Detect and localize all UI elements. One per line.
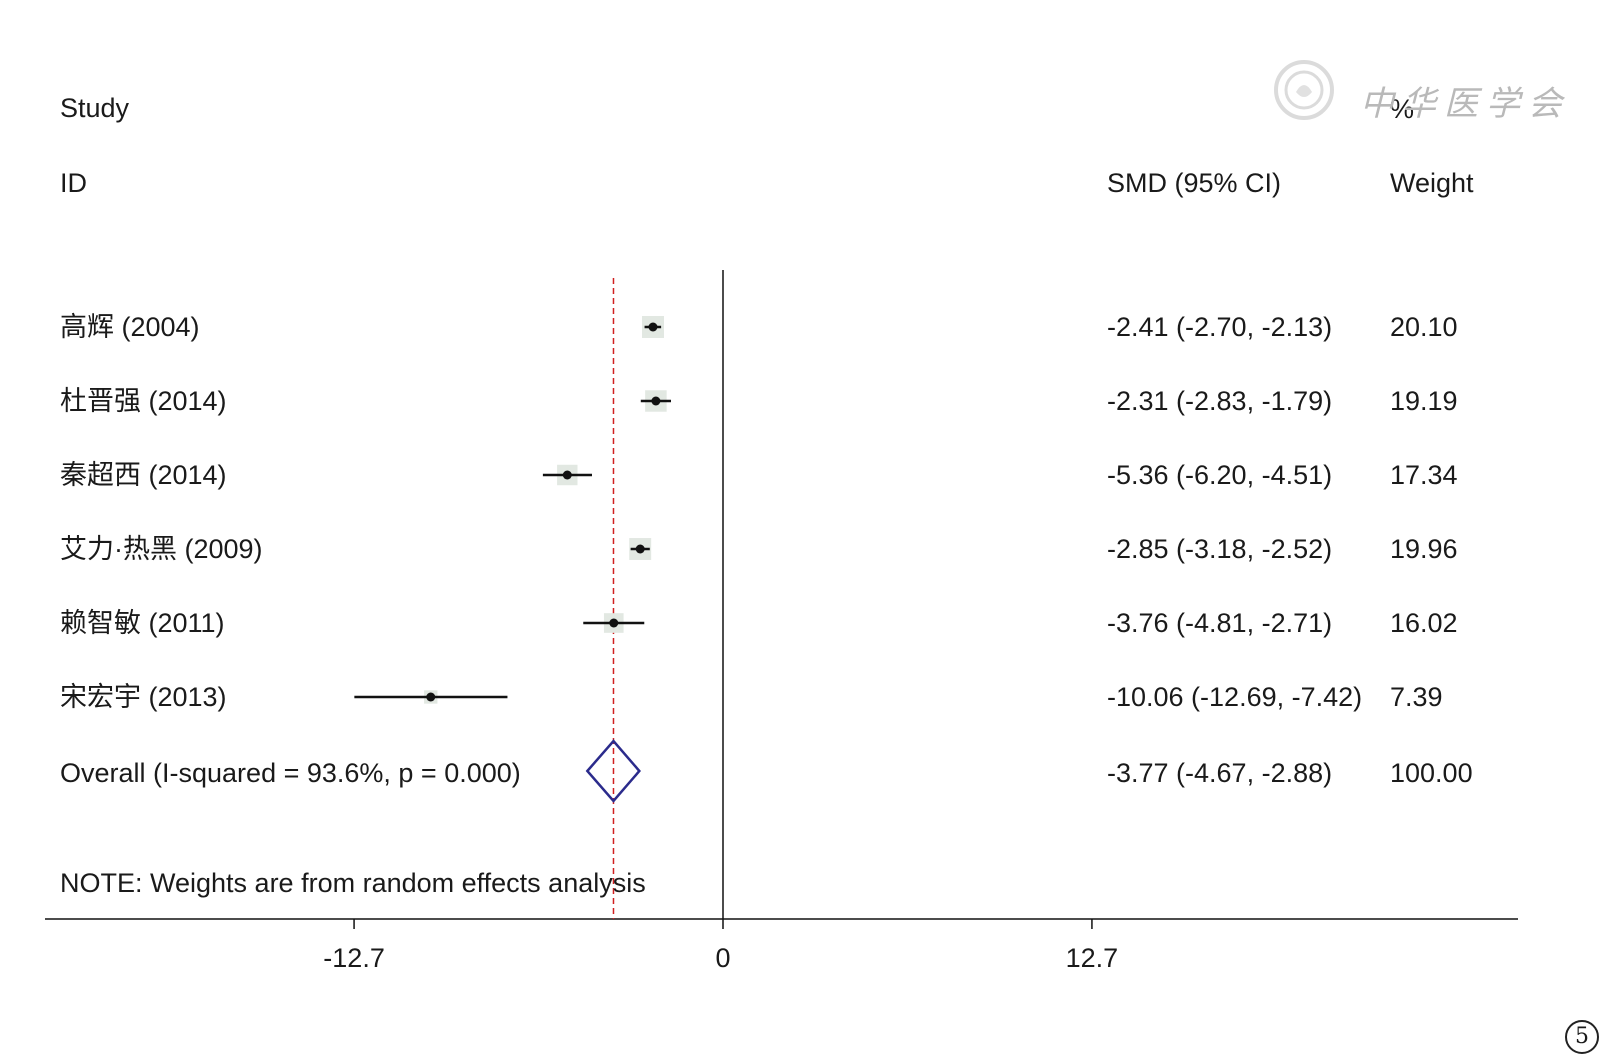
x-tick-label: 0: [715, 943, 731, 973]
overall-smd: -3.77 (-4.67, -2.88): [1107, 758, 1333, 788]
study-label: 艾力·热黑 (2009): [60, 534, 263, 564]
study-label: 赖智敏 (2011): [60, 608, 225, 638]
study-smd: -2.85 (-3.18, -2.52): [1107, 534, 1333, 564]
overall-diamond: [585, 739, 641, 803]
study-smd: -5.36 (-6.20, -4.51): [1107, 460, 1333, 490]
note-text: NOTE: Weights are from random effects an…: [60, 868, 646, 898]
figure-number: 5: [1565, 1020, 1599, 1054]
point-estimate: [648, 322, 658, 332]
x-tick-label: 12.7: [1065, 943, 1119, 973]
x-tick-label: -12.7: [323, 943, 385, 973]
study-label: 高辉 (2004): [60, 312, 200, 342]
watermark-seal-icon: [1274, 60, 1334, 120]
study-label: 秦超西 (2014): [60, 460, 227, 490]
study-smd: -10.06 (-12.69, -7.42): [1107, 682, 1363, 712]
watermark-text: 中华医学会: [1360, 84, 1570, 124]
point-estimate: [635, 544, 645, 554]
header-smd: SMD (95% CI): [1107, 168, 1282, 198]
study-weight: 17.34: [1390, 460, 1458, 490]
study-weight: 7.39: [1390, 682, 1443, 712]
overall-weight: 100.00: [1390, 758, 1473, 788]
study-weight: 19.19: [1390, 386, 1458, 416]
study-weight: 16.02: [1390, 608, 1458, 638]
point-estimate: [651, 396, 661, 406]
header-id: ID: [60, 168, 87, 198]
point-estimate: [609, 618, 619, 628]
study-label: 杜晋强 (2014): [60, 386, 227, 416]
study-smd: -3.76 (-4.81, -2.71): [1107, 608, 1333, 638]
overall-label: Overall (I-squared = 93.6%, p = 0.000): [60, 758, 521, 788]
study-smd: -2.31 (-2.83, -1.79): [1107, 386, 1333, 416]
study-weight: 19.96: [1390, 534, 1458, 564]
study-label: 宋宏宇 (2013): [60, 682, 227, 712]
header-percent: %: [1390, 94, 1415, 124]
study-weight: 20.10: [1390, 312, 1458, 342]
study-smd: -2.41 (-2.70, -2.13): [1107, 312, 1333, 342]
point-estimate: [426, 692, 436, 702]
point-estimate: [562, 470, 572, 480]
header-study: Study: [60, 93, 130, 123]
header-weight: Weight: [1390, 168, 1474, 198]
